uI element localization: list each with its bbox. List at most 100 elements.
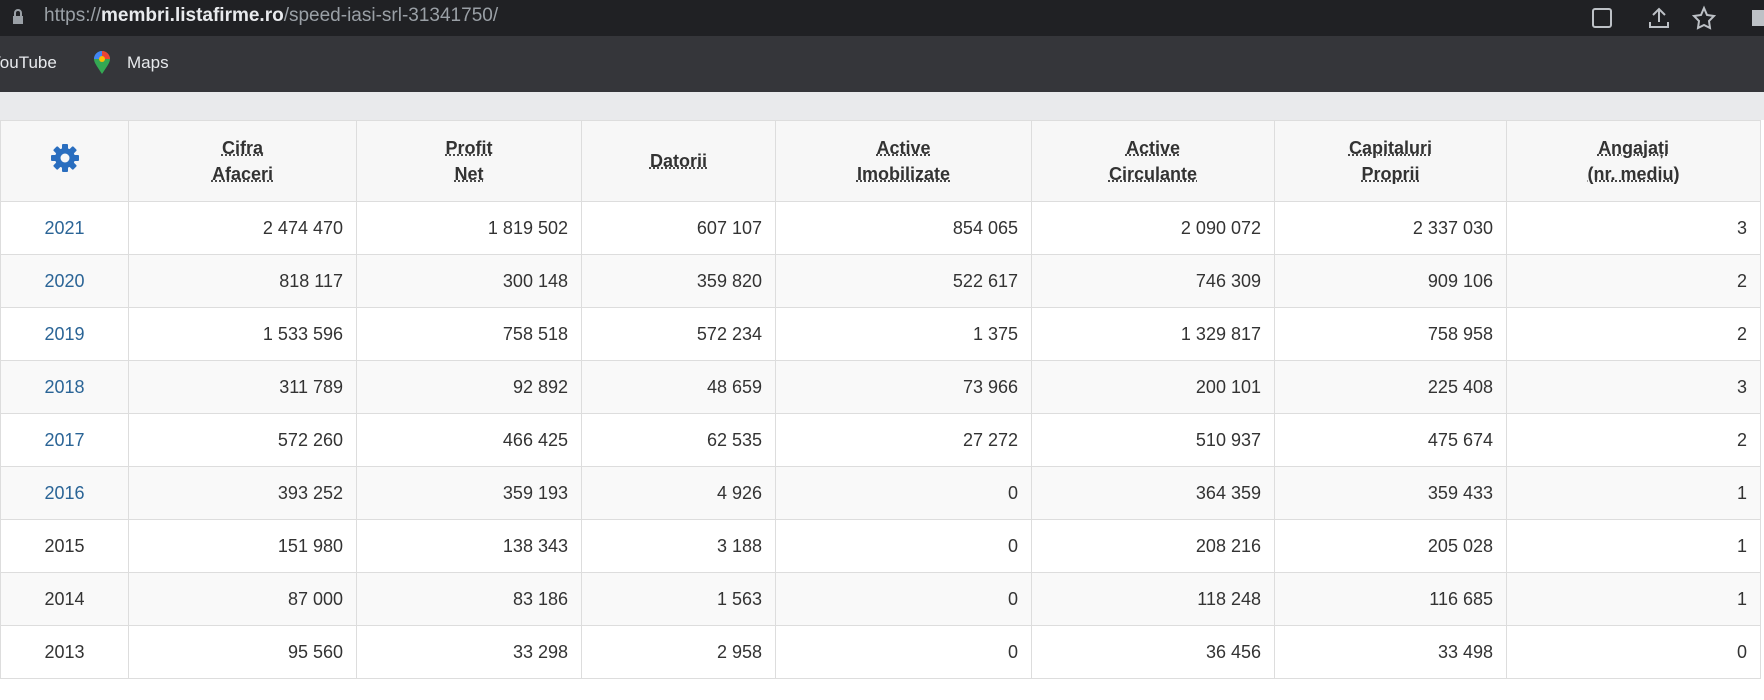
value-cell: 73 966 bbox=[775, 360, 1032, 414]
bookmark[interactable]: Maps bbox=[127, 53, 169, 72]
year-cell: 2018 bbox=[0, 360, 129, 414]
toolbar-icons bbox=[1592, 5, 1764, 30]
value-cell: 87 000 bbox=[128, 572, 357, 626]
value-cell: 758 518 bbox=[356, 307, 582, 361]
column-header[interactable]: Angajați (nr. mediu) bbox=[1506, 120, 1761, 202]
value-cell: 0 bbox=[775, 572, 1032, 626]
column-header[interactable]: Datorii bbox=[581, 120, 776, 202]
header-text[interactable]: Datorii bbox=[649, 151, 707, 171]
table-row: 2018 311 789 92 892 48 659 73 966 200 101 225 … bbox=[0, 360, 1761, 414]
value-cell: 116 685 bbox=[1274, 572, 1507, 626]
column-header[interactable]: Profit Net bbox=[356, 120, 582, 202]
value-cell: 3 bbox=[1506, 360, 1761, 414]
value-cell: 607 107 bbox=[581, 201, 776, 255]
value-cell: 1 bbox=[1506, 519, 1761, 573]
year-link[interactable]: 2019 bbox=[44, 323, 85, 344]
year-link[interactable]: 2018 bbox=[44, 376, 85, 397]
value-cell: 225 408 bbox=[1274, 360, 1507, 414]
value-cell: 466 425 bbox=[356, 413, 582, 467]
header-text[interactable]: Net bbox=[454, 164, 484, 184]
header-text[interactable]: (nr. mediu) bbox=[1587, 164, 1680, 184]
lock-icon bbox=[13, 9, 23, 24]
table-row: 2017 572 260 466 425 62 535 27 272 510 937 475… bbox=[0, 413, 1761, 467]
settings-cell bbox=[0, 120, 129, 202]
value-cell: 83 186 bbox=[356, 572, 582, 626]
header-text[interactable]: Profit bbox=[445, 138, 493, 158]
value-cell: 0 bbox=[775, 466, 1032, 520]
table-row: 2021 2 474 470 1 819 502 607 107 854 065 2 09… bbox=[0, 201, 1761, 255]
url-path: /speed-iasi-srl-31341750/ bbox=[283, 5, 499, 26]
url-host: membri.listafirme.ro bbox=[101, 5, 284, 26]
value-cell: 359 193 bbox=[356, 466, 582, 520]
value-cell: 4 926 bbox=[581, 466, 776, 520]
value-cell: 200 101 bbox=[1031, 360, 1275, 414]
value-cell: 854 065 bbox=[775, 201, 1032, 255]
value-cell: 205 028 bbox=[1274, 519, 1507, 573]
year-link[interactable]: 2017 bbox=[44, 429, 85, 450]
year-link[interactable]: 2020 bbox=[44, 270, 85, 291]
year-cell: 2015 bbox=[0, 519, 129, 573]
bookmark[interactable]: YouTube bbox=[0, 53, 57, 72]
value-cell: 2 337 030 bbox=[1274, 201, 1507, 255]
value-cell: 151 980 bbox=[128, 519, 357, 573]
year-cell: 2013 bbox=[0, 625, 129, 679]
value-cell: 359 820 bbox=[581, 254, 776, 308]
column-header[interactable]: Active Imobilizate bbox=[775, 120, 1032, 202]
value-cell: 2 bbox=[1506, 307, 1761, 361]
value-cell: 1 533 596 bbox=[128, 307, 357, 361]
header-text[interactable]: Active bbox=[876, 138, 931, 158]
value-cell: 1 375 bbox=[775, 307, 1032, 361]
url[interactable]: https://membri.listafirme.ro/speed-iasi-… bbox=[44, 5, 498, 27]
star-icon[interactable] bbox=[1691, 5, 1717, 30]
value-cell: 1 819 502 bbox=[356, 201, 582, 255]
financial-table: Cifra Afaceri Profit Net Datorii Active Imobil… bbox=[0, 120, 1761, 679]
value-cell: 393 252 bbox=[128, 466, 357, 520]
header-text[interactable]: Afaceri bbox=[211, 164, 274, 184]
column-header[interactable]: Capitaluri Proprii bbox=[1274, 120, 1507, 202]
bookmarks-bar: YouTube Maps bbox=[0, 36, 1764, 92]
header-text[interactable]: Proprii bbox=[1361, 164, 1420, 184]
header-text[interactable]: Circulante bbox=[1108, 164, 1198, 184]
table-row: 2015 151 980 138 343 3 188 0 208 216 205 028 1 bbox=[0, 519, 1761, 573]
url-scheme: https:// bbox=[44, 5, 102, 26]
year-link[interactable]: 2021 bbox=[44, 217, 85, 238]
value-cell: 300 148 bbox=[356, 254, 582, 308]
value-cell: 3 188 bbox=[581, 519, 776, 573]
value-cell: 2 474 470 bbox=[128, 201, 357, 255]
value-cell: 909 106 bbox=[1274, 254, 1507, 308]
translate-icon[interactable] bbox=[1592, 8, 1612, 28]
extension-icon[interactable] bbox=[1752, 10, 1764, 26]
header-text[interactable]: Active bbox=[1125, 138, 1181, 158]
page-top bbox=[0, 92, 1764, 120]
value-cell: 36 456 bbox=[1031, 625, 1275, 679]
column-header[interactable]: Active Circulante bbox=[1031, 120, 1275, 202]
value-cell: 3 bbox=[1506, 201, 1761, 255]
value-cell: 1 329 817 bbox=[1031, 307, 1275, 361]
value-cell: 95 560 bbox=[128, 625, 357, 679]
header-text[interactable]: Capitaluri bbox=[1348, 138, 1432, 158]
header-row: Cifra Afaceri Profit Net Datorii Active Imobil… bbox=[0, 120, 1761, 202]
value-cell: 1 bbox=[1506, 572, 1761, 626]
maps-icon bbox=[94, 51, 110, 74]
value-cell: 27 272 bbox=[775, 413, 1032, 467]
header-text[interactable]: Angajați bbox=[1597, 138, 1669, 158]
value-cell: 0 bbox=[1506, 625, 1761, 679]
header-text[interactable]: Imobilizate bbox=[856, 164, 950, 184]
value-cell: 2 bbox=[1506, 254, 1761, 308]
year-cell: 2021 bbox=[0, 201, 129, 255]
year-link[interactable]: 2016 bbox=[44, 482, 85, 503]
header-text[interactable]: Cifra bbox=[221, 138, 263, 158]
year-cell: 2020 bbox=[0, 254, 129, 308]
year-text: 2015 bbox=[44, 535, 85, 556]
value-cell: 746 309 bbox=[1031, 254, 1275, 308]
value-cell: 33 298 bbox=[356, 625, 582, 679]
value-cell: 48 659 bbox=[581, 360, 776, 414]
table-row: 2013 95 560 33 298 2 958 0 36 456 33 498 0 bbox=[0, 625, 1761, 679]
column-header[interactable]: Cifra Afaceri bbox=[128, 120, 357, 202]
value-cell: 311 789 bbox=[128, 360, 357, 414]
value-cell: 818 117 bbox=[128, 254, 357, 308]
share-icon[interactable] bbox=[1649, 7, 1669, 28]
settings-icon[interactable] bbox=[49, 142, 81, 174]
value-cell: 364 359 bbox=[1031, 466, 1275, 520]
